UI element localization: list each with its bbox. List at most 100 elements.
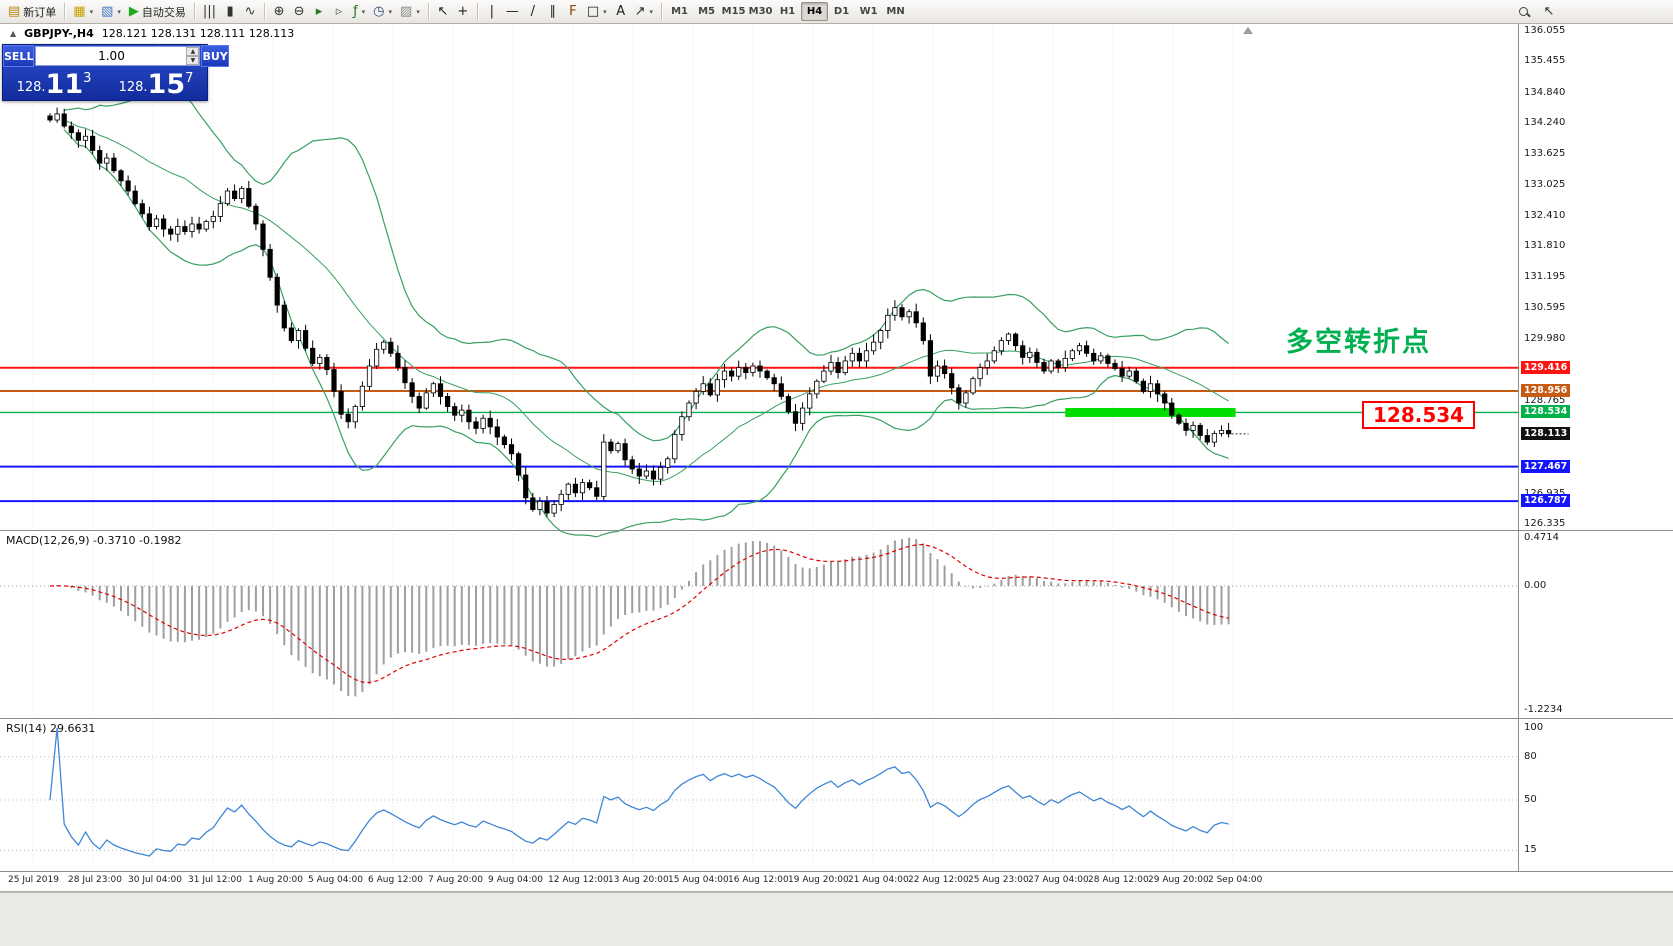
timeframe-h1-button[interactable]: H1 [779,6,796,17]
shapes-button[interactable]: □ ▾ [583,2,611,22]
indicators-button[interactable]: ƒ ▾ [349,2,369,22]
one-click-trade-panel: SELL ▲ ▼ BUY 128. 11 3 128. 15 7 [2,44,229,101]
toolbar-right-group: ↖ [1513,2,1559,22]
timeframe-mn-button[interactable]: MN [886,6,905,17]
periods-button[interactable]: ◷ ▾ [369,2,396,22]
symbol-ohlc-values: 128.121 128.131 128.111 128.113 [101,27,295,40]
pane-separators [0,24,1673,892]
zoom-in-button[interactable]: ⊕ [269,2,289,22]
horizontal-line-button[interactable]: — [502,2,523,22]
sell-price[interactable]: 128. 11 3 [3,67,105,100]
auto-scroll-icon: ▸ [315,4,323,19]
timeframe-m5-button[interactable]: M5 [698,6,716,17]
autotrading-button[interactable]: ▶ 自动交易 [125,2,190,22]
volume-down-button[interactable]: ▼ [186,56,200,65]
shapes-icon: □ [586,4,600,19]
dropdown-caret-icon: ▾ [416,7,420,16]
periods-icon: ◷ [373,4,385,19]
cursor-icon: ↖ [437,4,449,19]
dropdown-caret-icon: ▾ [117,7,121,16]
cursor-button[interactable]: ↖ [433,2,453,22]
sell-price-big: 11 [45,69,84,101]
channel-button[interactable]: ∥ [543,2,563,22]
chart-shift-icon[interactable] [1243,27,1253,34]
vertical-line-button[interactable]: | [482,2,502,22]
autotrading-icon: ▶ [128,4,139,19]
zoom-out-button[interactable]: ⊖ [289,2,309,22]
indicators-icon: ƒ [353,4,358,19]
toolbar-separator [64,3,66,20]
annotation-turning-point: 多空转折点 [1286,327,1431,358]
horizontal-level-lines [0,366,1518,503]
chart-line-button[interactable]: ∿ [240,2,260,22]
channel-icon: ∥ [549,4,557,19]
sell-price-sup: 3 [83,71,92,86]
buy-price-sup: 7 [185,71,194,86]
toolbar-separator [193,3,195,20]
buy-price-big: 15 [147,69,186,101]
profiles-button[interactable]: ▧ ▾ [97,2,125,22]
sell-button[interactable]: SELL [3,45,35,67]
timeframe-d1-button[interactable]: D1 [833,6,850,17]
dropdown-caret-icon: ▾ [649,7,654,16]
timeframe-w1-button[interactable]: W1 [859,6,878,17]
toolbar-separator [264,3,266,20]
search-icon [1518,7,1528,16]
zoom-in-icon: ⊕ [273,4,285,19]
main-toolbar: ▤ 新订单 ▦ ▾ ▧ ▾ ▶ 自动交易 ||| ▮ ∿ ⊕ ⊖ ▸ ▹ ƒ ▾ ◷ ▾ ▨ ▾ ↖ + | — / ∥ F □ ▾ A ↗ ▾… [0,0,1673,24]
buy-price-prefix: 128. [118,80,148,95]
pointer-icon: ↖ [1543,4,1555,19]
toolbar-separator [661,3,663,20]
templates-button[interactable]: ▨ ▾ [396,2,424,22]
fibonacci-button[interactable]: F [563,2,583,22]
crosshair-button[interactable]: + [453,2,473,22]
chart-shift-button[interactable]: ▹ [329,2,349,22]
annotation-price-callout: 128.534 [1362,401,1476,429]
horizontal-line-icon: — [505,4,519,19]
templates-icon: ▨ [400,4,413,19]
grid-lines [32,26,1234,870]
toolbar-separator [476,3,478,20]
chart-bars-icon: ||| [202,4,217,19]
buy-price[interactable]: 128. 15 7 [105,67,207,100]
symbol-marker-icon: ▲ [10,29,17,38]
macd-indicator-label: MACD(12,26,9) -0.3710 -0.1982 [6,534,182,547]
symbol-header: ▲ GBPJPY-,H4 128.121 128.131 128.111 128… [10,27,294,40]
volume-up-button[interactable]: ▲ [186,47,200,56]
trendline-button[interactable]: / [523,2,543,22]
chart-bars-button[interactable]: ||| [199,2,220,22]
autotrading-label: 自动交易 [141,5,186,19]
timeframe-h4-button[interactable]: H4 [801,2,829,21]
text-label-button[interactable]: A [611,2,631,22]
auto-scroll-button[interactable]: ▸ [309,2,329,22]
timeframe-m15-button[interactable]: M15 [721,6,746,17]
new-order-icon: ▤ [8,4,21,19]
quick-nav-button[interactable]: ↖ [1539,2,1559,22]
text-label-icon: A [616,4,626,19]
buy-button[interactable]: BUY [201,45,229,67]
new-chart-icon: ▦ [73,4,86,19]
chart-candles-button[interactable]: ▮ [220,2,240,22]
rsi-indicator-label: RSI(14) 29.6631 [6,722,96,735]
dropdown-caret-icon: ▾ [89,7,94,16]
macd-pane [0,537,1518,697]
volume-input[interactable] [36,47,187,65]
dropdown-caret-icon: ▾ [388,7,393,16]
fibonacci-icon: F [569,4,577,19]
toolbar-buttons: ▤ 新订单 ▦ ▾ ▧ ▾ ▶ 自动交易 ||| ▮ ∿ ⊕ ⊖ ▸ ▹ ƒ ▾ ◷ ▾ ▨ ▾ ↖ + | — / ∥ F □ ▾ A ↗ ▾… [4,0,909,23]
timeframe-m1-button[interactable]: M1 [671,6,689,17]
new-order-button[interactable]: ▤ 新订单 [4,2,60,22]
crosshair-icon: + [457,4,469,19]
new-order-label: 新订单 [23,5,57,19]
arrows-icon: ↗ [634,4,646,19]
arrows-button[interactable]: ↗ ▾ [631,2,657,22]
window-bottom-strip [0,892,1673,946]
timeframe-m30-button[interactable]: M30 [748,6,773,17]
profiles-icon: ▧ [101,4,114,19]
search-button[interactable] [1513,2,1533,22]
trendline-icon: / [530,4,536,19]
new-chart-button[interactable]: ▦ ▾ [69,2,97,22]
dropdown-caret-icon: ▾ [361,7,366,16]
zoom-out-icon: ⊖ [293,4,305,19]
